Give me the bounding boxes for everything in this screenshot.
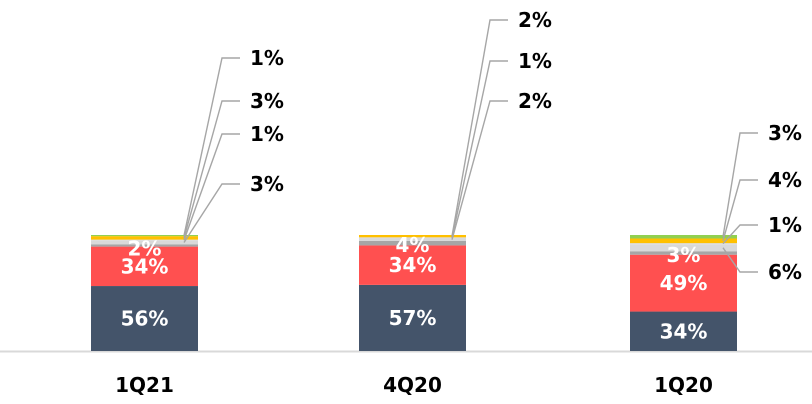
bar-segment-1q20-3 [630,251,737,255]
data-label-4q20-3: 4% [396,233,430,257]
data-label-1q21-6: 3% [250,89,284,113]
data-label-4q20-1: 57% [389,306,437,330]
data-label-4q20-5: 1% [518,49,552,73]
leader-line-4q20-6 [451,19,508,237]
bar-segment-1q21-1 [91,286,198,351]
bar-segment-1q20-4 [630,244,737,252]
bar-segment-1q21-6 [91,236,198,240]
bar-segment-1q21-7 [91,235,198,237]
leader-line-1q20-5 [722,224,758,245]
data-label-4q20-6: 2% [518,8,552,32]
bar-segment-4q20-6 [359,235,466,238]
bar-segment-1q21-2 [91,246,198,287]
bar-segment-1q21-5 [91,239,198,241]
bar-segment-4q20-1 [359,284,466,351]
data-label-1q21-2: 34% [121,254,169,278]
bar-segment-4q20-3 [359,240,466,246]
bar-segment-1q21-3 [91,244,198,247]
leader-line-4q20-4 [451,100,508,240]
leader-line-4q20-5 [451,60,508,239]
data-label-1q20-5: 1% [768,213,802,237]
data-label-1q21-1: 56% [121,307,169,331]
bar-segment-1q20-2 [630,254,737,312]
bar-segment-4q20-4 [359,238,466,241]
data-label-1q21-4: 3% [250,172,284,196]
category-label-1q20: 1Q20 [654,373,713,397]
bar-segment-1q20-6 [630,238,737,244]
leader-line-1q20-7 [722,132,758,237]
data-label-1q20-2: 49% [660,271,708,295]
leader-line-1q21-5 [183,133,240,241]
data-label-1q20-4: 6% [768,260,802,284]
data-label-1q20-3: 3% [667,243,701,267]
data-label-1q21-5: 1% [250,122,284,146]
bar-segment-1q20-1 [630,311,737,351]
leader-line-1q21-6 [183,100,240,239]
bar-segment-1q21-4 [91,240,198,245]
data-label-4q20-2: 34% [389,253,437,277]
data-label-1q20-1: 34% [660,319,708,343]
leader-line-1q21-7 [183,57,240,236]
category-label-1q21: 1Q21 [115,373,174,397]
bar-segment-4q20-2 [359,245,466,285]
data-label-4q20-4: 2% [518,89,552,113]
data-label-1q21-3: 2% [128,236,162,260]
data-label-1q20-6: 4% [768,168,802,192]
bar-segment-4q20-5 [359,237,466,239]
leader-line-1q20-6 [722,179,758,241]
data-label-1q21-7: 1% [250,46,284,70]
category-label-4q20: 4Q20 [383,373,442,397]
leader-line-1q21-4 [183,183,240,243]
bar-segment-1q20-5 [630,243,737,245]
bar-segment-1q20-7 [630,235,737,239]
data-label-1q20-7: 3% [768,121,802,145]
leader-line-1q20-4 [722,247,758,273]
